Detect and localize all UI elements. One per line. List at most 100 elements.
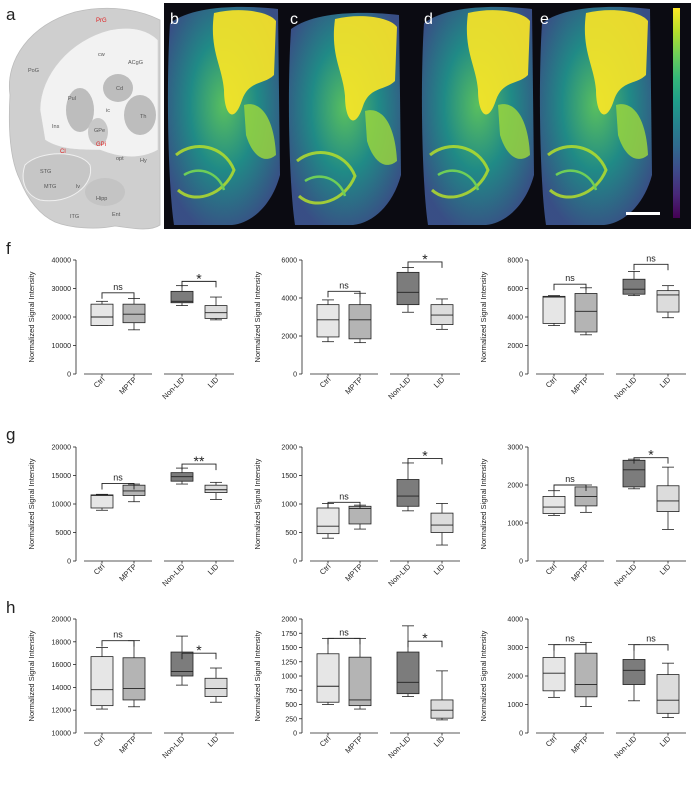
panel-letter-a: a xyxy=(6,5,16,24)
box-mptp: MPTP xyxy=(569,484,598,583)
box-non-lid: Non-LID xyxy=(612,458,646,589)
x-tick-label: Ctrl xyxy=(92,734,107,749)
box-iqr xyxy=(542,657,566,692)
box-mptp: MPTP xyxy=(569,641,598,755)
tissue-section-d xyxy=(421,6,534,225)
significance-label: * xyxy=(422,447,428,463)
box-non-lid: Non-LID xyxy=(160,635,194,760)
y-tick-label: 750 xyxy=(285,688,297,695)
significance-bracket: ns xyxy=(101,472,135,490)
y-tick-label: 40000 xyxy=(52,258,72,265)
bracket-line xyxy=(633,263,669,271)
x-tick-label: MPTP xyxy=(569,375,590,396)
significance-label: ns xyxy=(565,634,575,644)
box-ctrl: Ctrl xyxy=(542,295,566,390)
panel-letter-e: e xyxy=(540,11,549,28)
y-tick-label: 1500 xyxy=(281,645,297,652)
y-tick-label: 0 xyxy=(67,559,71,566)
box-ctrl: Ctrl xyxy=(316,503,340,577)
significance-bracket: ns xyxy=(553,634,587,651)
box-iqr xyxy=(348,304,372,340)
box-iqr xyxy=(622,278,646,295)
atlas-label-mtg: MTG xyxy=(44,184,56,190)
atlas-label-prg: PrG xyxy=(96,18,107,24)
box-iqr xyxy=(90,303,114,326)
significance-bracket: ns xyxy=(101,630,135,647)
x-tick-label: Non-LID xyxy=(612,562,639,589)
significance-bracket: ns xyxy=(101,282,135,299)
bracket-line xyxy=(553,484,587,491)
significance-label: ns xyxy=(646,253,656,263)
box-iqr xyxy=(204,305,228,319)
significance-bracket: * xyxy=(181,270,217,288)
x-tick-label: Non-LID xyxy=(386,734,413,761)
atlas-label-stg: STG xyxy=(40,169,51,175)
chart-h1: Normalized Signal Intensity 10000 12000 140… xyxy=(27,617,234,760)
box-iqr xyxy=(656,674,680,714)
x-tick-label: Non-LID xyxy=(612,375,639,402)
y-tick-label: 16000 xyxy=(52,662,72,669)
box-lid: LID xyxy=(656,662,680,749)
box-ctrl: Ctrl xyxy=(90,300,114,390)
y-tick-label: 3000 xyxy=(507,445,523,452)
significance-label: ns xyxy=(565,273,575,283)
box-mptp: MPTP xyxy=(343,504,372,583)
atlas-globus-pallidus xyxy=(88,118,108,146)
y-tick-label: 1000 xyxy=(281,674,297,681)
significance-bracket: ns xyxy=(553,474,587,491)
box-lid: LID xyxy=(204,481,228,577)
box-lid: LID xyxy=(430,670,454,749)
bracket-line xyxy=(181,280,217,288)
atlas-label-opt: opt xyxy=(116,156,124,162)
significance-label: ns xyxy=(113,630,123,640)
box-non-lid: Non-LID xyxy=(386,267,420,402)
box-iqr xyxy=(316,304,340,338)
significance-label: ns xyxy=(113,282,123,292)
significance-bracket: ns xyxy=(327,280,361,298)
y-tick-label: 1000 xyxy=(507,702,523,709)
box-ctrl: Ctrl xyxy=(316,637,340,749)
y-tick-label: 0 xyxy=(519,372,523,379)
box-iqr xyxy=(170,651,194,677)
tissue-section-b xyxy=(167,6,280,225)
bracket-line xyxy=(181,652,217,660)
box-ctrl: Ctrl xyxy=(90,647,114,749)
atlas-caudate xyxy=(103,74,133,102)
y-tick-label: 1750 xyxy=(281,631,297,638)
box-ctrl: Ctrl xyxy=(542,490,566,577)
atlas-label-cd: Cd xyxy=(116,86,123,92)
box-iqr xyxy=(90,494,114,509)
x-tick-label: LID xyxy=(658,734,673,749)
atlas-label-pul: Pul xyxy=(68,96,76,102)
x-tick-label: Ctrl xyxy=(544,562,559,577)
x-tick-label: Non-LID xyxy=(612,734,639,761)
x-tick-label: MPTP xyxy=(569,562,590,583)
y-tick-label: 0 xyxy=(293,559,297,566)
tissue-section-c xyxy=(288,12,401,225)
atlas-label-pog: PoG xyxy=(28,68,39,74)
y-tick-label: 14000 xyxy=(52,685,72,692)
bracket-line xyxy=(327,501,361,509)
y-tick-label: 6000 xyxy=(281,258,297,265)
chart-f1: Normalized Signal Intensity 0 10000 20000 30… xyxy=(27,258,234,401)
box-iqr xyxy=(430,699,454,719)
atlas-label-hipp: Hipp xyxy=(96,196,107,202)
y-tick-label: 4000 xyxy=(507,315,523,322)
box-iqr xyxy=(622,659,646,685)
y-axis-label: Normalized Signal Intensity xyxy=(253,458,262,549)
chart-h2: Normalized Signal Intensity 0 250 500 750 100… xyxy=(253,617,460,761)
box-ctrl: Ctrl xyxy=(316,299,340,390)
significance-bracket: * xyxy=(407,447,443,465)
x-tick-label: Non-LID xyxy=(386,375,413,402)
y-tick-label: 2000 xyxy=(507,343,523,350)
atlas-temporal-lobe xyxy=(22,153,92,202)
x-tick-label: LID xyxy=(432,562,447,577)
y-tick-label: 10000 xyxy=(52,502,72,509)
significance-label: ns xyxy=(646,634,656,644)
y-tick-label: 18000 xyxy=(52,639,72,646)
y-axis-label: Normalized Signal Intensity xyxy=(479,630,488,721)
box-lid: LID xyxy=(656,466,680,577)
atlas-label-itg: ITG xyxy=(70,214,79,220)
atlas-label-ic: ic xyxy=(106,108,110,114)
y-tick-label: 2000 xyxy=(507,674,523,681)
